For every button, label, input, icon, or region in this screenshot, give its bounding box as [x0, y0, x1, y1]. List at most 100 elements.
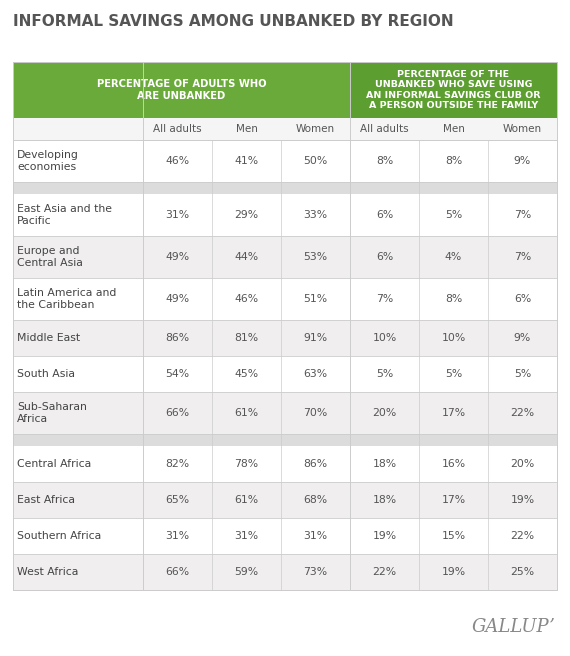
Text: Latin America and
the Caribbean: Latin America and the Caribbean — [17, 288, 116, 310]
Text: 6%: 6% — [376, 210, 393, 220]
Text: 53%: 53% — [303, 252, 328, 262]
Text: 7%: 7% — [514, 252, 531, 262]
Text: 22%: 22% — [372, 567, 397, 577]
Text: 82%: 82% — [165, 459, 190, 469]
Text: 31%: 31% — [303, 531, 328, 541]
Text: 8%: 8% — [445, 156, 462, 166]
Text: 19%: 19% — [441, 567, 466, 577]
Text: GALLUPʼ: GALLUPʼ — [471, 618, 555, 636]
Text: 86%: 86% — [165, 333, 190, 343]
Text: Women: Women — [503, 124, 542, 134]
Text: 5%: 5% — [514, 369, 531, 379]
Bar — [13, 320, 557, 356]
Text: Southern Africa: Southern Africa — [17, 531, 101, 541]
Text: 5%: 5% — [376, 369, 393, 379]
Text: PERCENTAGE OF ADULTS WHO
ARE UNBANKED: PERCENTAGE OF ADULTS WHO ARE UNBANKED — [97, 79, 266, 101]
Text: 6%: 6% — [376, 252, 393, 262]
Text: 49%: 49% — [165, 294, 190, 304]
Text: All adults: All adults — [360, 124, 409, 134]
Text: 5%: 5% — [445, 369, 462, 379]
Text: 29%: 29% — [234, 210, 259, 220]
Text: 46%: 46% — [165, 156, 190, 166]
Text: Men: Men — [442, 124, 465, 134]
Bar — [13, 140, 557, 182]
Bar — [13, 446, 557, 482]
Text: Europe and
Central Asia: Europe and Central Asia — [17, 246, 83, 268]
Text: Middle East: Middle East — [17, 333, 80, 343]
Text: 68%: 68% — [303, 495, 328, 505]
Bar — [13, 434, 557, 446]
Text: 66%: 66% — [165, 408, 190, 418]
Text: 91%: 91% — [303, 333, 328, 343]
Text: 61%: 61% — [234, 408, 259, 418]
Text: 7%: 7% — [514, 210, 531, 220]
Text: 66%: 66% — [165, 567, 190, 577]
Text: 9%: 9% — [514, 156, 531, 166]
Text: West Africa: West Africa — [17, 567, 79, 577]
Text: 8%: 8% — [445, 294, 462, 304]
Text: Men: Men — [235, 124, 258, 134]
Text: 20%: 20% — [510, 459, 535, 469]
Text: 20%: 20% — [372, 408, 397, 418]
Text: 61%: 61% — [234, 495, 259, 505]
Text: 17%: 17% — [441, 408, 466, 418]
Text: 10%: 10% — [441, 333, 466, 343]
Bar — [13, 518, 557, 554]
Text: 17%: 17% — [441, 495, 466, 505]
Text: 33%: 33% — [303, 210, 328, 220]
Text: 18%: 18% — [372, 459, 397, 469]
Text: 31%: 31% — [234, 531, 259, 541]
Text: 9%: 9% — [514, 333, 531, 343]
Bar — [13, 194, 557, 236]
Text: 49%: 49% — [165, 252, 190, 262]
Text: Sub-Saharan
Africa: Sub-Saharan Africa — [17, 402, 87, 424]
Text: East Africa: East Africa — [17, 495, 75, 505]
Bar — [13, 236, 557, 278]
Text: 50%: 50% — [303, 156, 328, 166]
Text: PERCENTAGE OF THE
UNBANKED WHO SAVE USING
AN INFORMAL SAVINGS CLUB OR
A PERSON O: PERCENTAGE OF THE UNBANKED WHO SAVE USIN… — [367, 70, 541, 110]
Text: 6%: 6% — [514, 294, 531, 304]
Text: 25%: 25% — [511, 567, 535, 577]
Text: 81%: 81% — [234, 333, 259, 343]
Text: 41%: 41% — [234, 156, 259, 166]
Text: 51%: 51% — [303, 294, 328, 304]
Text: 10%: 10% — [372, 333, 397, 343]
Text: 18%: 18% — [372, 495, 397, 505]
Text: 7%: 7% — [376, 294, 393, 304]
Text: 31%: 31% — [165, 531, 190, 541]
Text: 31%: 31% — [165, 210, 190, 220]
Text: 22%: 22% — [511, 408, 535, 418]
Text: All adults: All adults — [153, 124, 202, 134]
Text: 19%: 19% — [372, 531, 397, 541]
Text: 46%: 46% — [234, 294, 259, 304]
Text: 59%: 59% — [234, 567, 259, 577]
Text: 16%: 16% — [441, 459, 466, 469]
Text: 4%: 4% — [445, 252, 462, 262]
Text: 19%: 19% — [511, 495, 535, 505]
Text: 45%: 45% — [234, 369, 259, 379]
Text: 8%: 8% — [376, 156, 393, 166]
Text: 5%: 5% — [445, 210, 462, 220]
Bar — [13, 392, 557, 434]
Bar — [13, 278, 557, 320]
Text: 63%: 63% — [303, 369, 328, 379]
Text: Women: Women — [296, 124, 335, 134]
Text: 65%: 65% — [165, 495, 190, 505]
Text: INFORMAL SAVINGS AMONG UNBANKED BY REGION: INFORMAL SAVINGS AMONG UNBANKED BY REGIO… — [13, 14, 454, 29]
Text: 15%: 15% — [441, 531, 466, 541]
Bar — [13, 118, 557, 140]
Text: South Asia: South Asia — [17, 369, 75, 379]
Text: 22%: 22% — [511, 531, 535, 541]
Text: 86%: 86% — [303, 459, 328, 469]
Bar — [13, 62, 350, 118]
Bar — [13, 554, 557, 590]
Text: Developing
economies: Developing economies — [17, 150, 79, 172]
Text: 73%: 73% — [303, 567, 328, 577]
Bar — [350, 62, 557, 118]
Bar — [13, 482, 557, 518]
Text: Central Africa: Central Africa — [17, 459, 91, 469]
Text: East Asia and the
Pacific: East Asia and the Pacific — [17, 204, 112, 226]
Text: 44%: 44% — [234, 252, 259, 262]
Text: 54%: 54% — [165, 369, 190, 379]
Text: 78%: 78% — [234, 459, 259, 469]
